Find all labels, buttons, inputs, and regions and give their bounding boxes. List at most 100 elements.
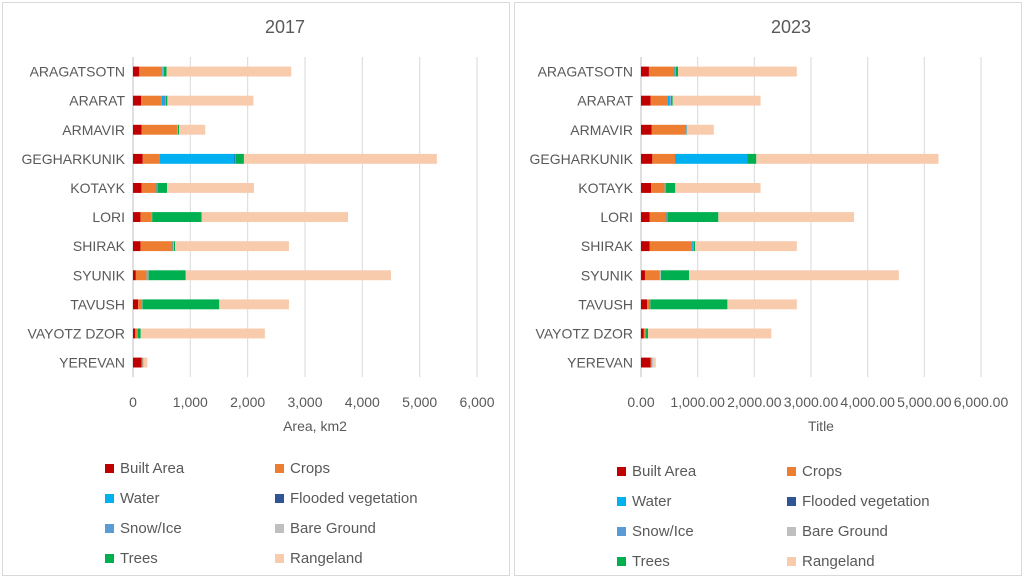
legend-label: Built Area xyxy=(632,462,697,480)
chart-2017-bar-built-area xyxy=(133,66,140,77)
chart-2017-bar-built-area xyxy=(133,241,141,252)
chart-2023-bar-trees xyxy=(645,328,649,339)
chart-2023-bar-bare-ground xyxy=(747,153,749,164)
chart-2023-x-tick-label: 0.00 xyxy=(627,394,654,410)
chart-2023-category-label: YEREVAN xyxy=(567,355,633,371)
chart-2017-bar-crops xyxy=(141,95,162,106)
chart-2017-bar-bare-ground xyxy=(142,299,143,310)
chart-2023-bar-water xyxy=(664,183,666,193)
chart-2017-bar-crops xyxy=(141,183,157,193)
chart-2023-legend-item-trees: Trees xyxy=(617,551,787,571)
chart-2017-bar-built-area xyxy=(133,357,142,368)
chart-2023-bar-built-area xyxy=(641,66,649,77)
chart-2023-bar-crops xyxy=(650,95,668,106)
chart-2017-bar-built-area xyxy=(133,270,136,281)
chart-2017-x-tick-label: 2,000 xyxy=(230,394,265,410)
chart-2017-bar-trees xyxy=(137,328,141,339)
legend-swatch xyxy=(787,466,796,476)
chart-2017-category-label: ARAGATSOTN xyxy=(30,64,125,80)
chart-2017-legend-item-trees: Trees xyxy=(105,548,275,568)
chart-2017-bar-rangeland xyxy=(167,95,254,106)
chart-2023-category-label: GEGHARKUNIK xyxy=(530,151,634,167)
chart-2017-bar-built-area xyxy=(133,124,142,135)
chart-2017-bar-rangeland xyxy=(175,241,289,252)
legend-swatch xyxy=(787,526,796,536)
chart-2023-legend-item-snow-ice: Snow/Ice xyxy=(617,521,787,541)
legend-swatch xyxy=(787,496,796,506)
chart-2017-x-tick-label: 6,000 xyxy=(459,394,494,410)
legend-swatch xyxy=(105,553,114,563)
chart-2017-bar-bare-ground xyxy=(177,124,179,135)
chart-2023-bar-water xyxy=(675,153,747,164)
chart-2017-bar-flooded-vegetation xyxy=(234,153,236,164)
chart-2017-x-tick-label: 0 xyxy=(129,394,137,410)
chart-2017-bar-bare-ground xyxy=(151,212,153,222)
chart-2017-legend: Built Area Crops Water Flooded vegetation Sn… xyxy=(105,458,475,568)
legend-label: Bare Ground xyxy=(290,519,376,537)
chart-2023-category-label: KOTAYK xyxy=(578,180,633,196)
chart-2017-bar-trees xyxy=(157,183,168,193)
chart-2023-title: 2023 xyxy=(771,17,811,37)
legend-label: Rangeland xyxy=(802,552,875,570)
chart-2017-bar-bare-ground xyxy=(157,183,158,193)
chart-2017-x-tick-label: 1,000 xyxy=(173,394,208,410)
chart-2023-bar-trees xyxy=(667,212,719,222)
chart-2017-bar-crops xyxy=(135,270,147,281)
chart-2017-category-label: GEGHARKUNIK xyxy=(22,151,126,167)
chart-2017-bar-bare-ground xyxy=(163,66,164,77)
chart-2017-bar-flooded-vegetation xyxy=(163,95,165,106)
legend-swatch xyxy=(275,553,284,563)
chart-2017-bar-snow-ice xyxy=(164,95,166,106)
legend-label: Flooded vegetation xyxy=(290,489,418,507)
chart-2023-bar-trees xyxy=(650,299,728,310)
chart-2023-category-label: LORI xyxy=(600,209,633,225)
chart-2017-bar-crops xyxy=(141,124,178,135)
chart-2017-bar-trees xyxy=(235,153,244,164)
chart-2023-bar-water xyxy=(649,299,651,310)
chart-2017-bar-rangeland xyxy=(201,212,348,222)
chart-2023-bar-rangeland xyxy=(718,212,855,222)
chart-2023-bar-built-area xyxy=(641,299,648,310)
chart-2017-bar-rangeland xyxy=(243,153,437,164)
chart-2017-bar-water xyxy=(141,299,143,310)
chart-2023-bar-rangeland xyxy=(756,153,939,164)
legend-label: Snow/Ice xyxy=(632,522,694,540)
chart-2023-bar-crops xyxy=(652,153,675,164)
chart-2023-x-axis-label: Title xyxy=(808,418,834,434)
chart-2017-bar-water xyxy=(159,153,235,164)
chart-2023-bar-built-area xyxy=(641,357,651,368)
chart-2023-bar-water xyxy=(686,124,687,135)
chart-2017-bar-water xyxy=(137,328,138,339)
chart-2023-bar-rangeland xyxy=(687,124,714,135)
legend-swatch xyxy=(275,493,284,503)
chart-2023-bar-water xyxy=(674,66,675,77)
chart-2017-category-label: ARMAVIR xyxy=(62,122,125,138)
chart-2023-category-label: SYUNIK xyxy=(581,267,634,283)
chart-2023-category-label: VAYOTZ DZOR xyxy=(536,325,633,341)
chart-2023-legend-item-water: Water xyxy=(617,491,787,511)
chart-2023-bar-bare-ground xyxy=(645,328,647,339)
chart-2017-x-tick-label: 4,000 xyxy=(345,394,380,410)
chart-2017-bar-crops xyxy=(140,212,152,222)
chart-2023-legend-item-bare-ground: Bare Ground xyxy=(787,521,987,541)
chart-2017-category-label: SHIRAK xyxy=(73,238,126,254)
legend-swatch xyxy=(275,523,284,533)
chart-2023-bar-built-area xyxy=(641,95,651,106)
legend-label: Trees xyxy=(632,552,670,570)
legend-swatch xyxy=(617,556,626,566)
legend-label: Crops xyxy=(802,462,843,480)
legend-label: Water xyxy=(632,492,672,510)
chart-2023-bar-rangeland xyxy=(652,357,656,368)
chart-2017-category-label: YEREVAN xyxy=(59,355,125,371)
chart-2023-bar-water xyxy=(651,357,653,368)
chart-2023-x-tick-label: 3,000.00 xyxy=(784,394,839,410)
chart-2023-category-label: ARMAVIR xyxy=(570,122,633,138)
chart-2017-legend-item-rangeland: Rangeland xyxy=(275,548,475,568)
chart-2017-bar-water xyxy=(172,241,174,252)
chart-2023-bar-snow-ice xyxy=(692,241,694,252)
chart-2023-category-label: TAVUSH xyxy=(578,296,633,312)
chart-2017-bar-built-area xyxy=(133,299,139,310)
chart-2023-bar-crops xyxy=(648,66,675,77)
chart-2023-bar-trees xyxy=(747,153,757,164)
chart-2023-category-label: SHIRAK xyxy=(581,238,634,254)
